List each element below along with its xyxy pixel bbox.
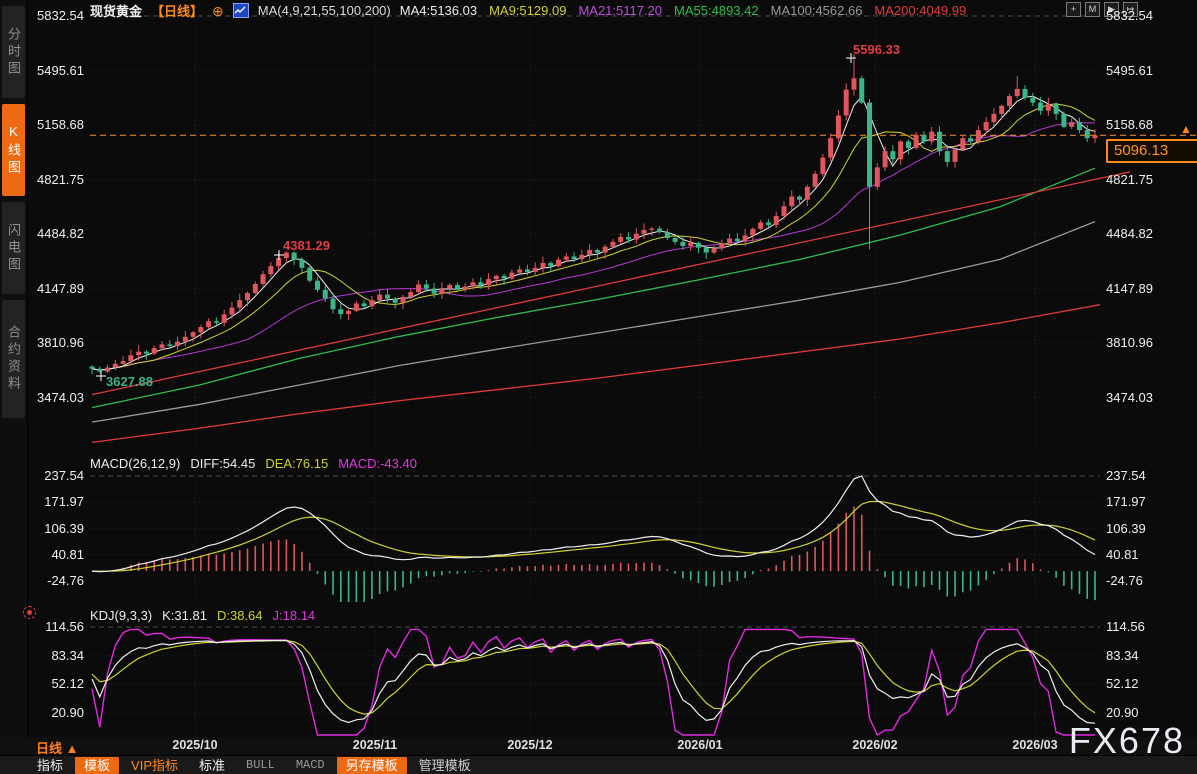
kdj-k-value: K:31.81 (162, 608, 207, 623)
axis-label: 171.97 (44, 494, 84, 510)
axis-label: 237.54 (1106, 468, 1146, 483)
axis-label: 5158.68 (37, 117, 84, 133)
left-sidebar: 分时图 K线图闪电图合约资料 (0, 0, 28, 774)
ma-value: MA55:4893.42 (674, 3, 759, 18)
axis-label: 40.81 (51, 546, 84, 562)
period-tag: 【日线】 (151, 4, 204, 19)
axis-label: 114.56 (1106, 619, 1145, 634)
macd-dea-value: DEA:76.15 (265, 456, 329, 471)
sidebar-item-3[interactable]: 闪电图 (2, 202, 25, 294)
kdj-panel-header: KDJ(9,3,3) K:31.81 D:38.64 J:18.14 (90, 608, 315, 623)
axis-label: 5495.61 (1106, 62, 1153, 78)
extreme-price-label: 4381.29 (283, 238, 330, 253)
macd-diff-value: DIFF:54.45 (190, 456, 256, 471)
axis-label: 106.39 (1106, 520, 1146, 536)
ma-values: MA4:5136.03 MA9:5129.09 MA21:5117.20 MA55:4… (400, 3, 966, 18)
symbol-title: 现货黄金 (90, 4, 143, 19)
macd-title: MACD(26,12,9) (90, 456, 181, 471)
ma-value: MA100:4562.66 (770, 3, 863, 18)
window-tool-icons: + M ▶ ↦ (1066, 2, 1138, 17)
axis-label: 5158.68 (1106, 117, 1153, 133)
axis-label: 3810.96 (37, 335, 84, 351)
axis-label: 106.39 (44, 520, 84, 536)
month-label: 2026/03 (1012, 738, 1058, 752)
chart-header: 现货黄金 【日线】 ⊕ MA(4,9,21,55,100,200) MA4:51… (90, 1, 966, 20)
toolbar-item-8[interactable]: 管理模板 (418, 757, 471, 773)
axis-label: 3474.03 (37, 390, 84, 405)
axis-label: 20.90 (51, 705, 84, 721)
time-axis[interactable]: 日线 ▲ 2025/10 2025/11 2025/12 2026/01 2026/02… (0, 737, 1197, 756)
axis-label: 3474.03 (1106, 390, 1153, 405)
compare-add-icon[interactable]: ⊕ (212, 2, 224, 19)
detach-panel-icon[interactable]: ↦ (1123, 2, 1138, 17)
axis-label: 5832.54 (1106, 8, 1153, 23)
axis-label: 4821.75 (1106, 171, 1153, 187)
axis-label: 83.34 (1106, 647, 1139, 663)
toolbar-item-4[interactable]: 标准 (199, 757, 226, 773)
ma-value: MA21:5117.20 (578, 3, 663, 18)
extreme-price-label: 3627.88 (106, 374, 153, 389)
axis-label: 4484.82 (37, 226, 84, 242)
axis-label: 3810.96 (1106, 335, 1153, 351)
pan-icon[interactable]: + (1066, 2, 1081, 17)
toolbar-item-7[interactable]: 另存模板 (336, 756, 407, 774)
sidebar-item-1[interactable]: 分时图 (2, 6, 25, 98)
axis-label: 5832.54 (37, 8, 84, 23)
mini-chart-icon[interactable] (232, 3, 249, 18)
axis-label: 83.34 (51, 647, 84, 663)
macd-panel-header: MACD(26,12,9) DIFF:54.45 DEA:76.15 MACD:… (90, 456, 417, 471)
period-selector[interactable]: 日线 ▲ (36, 741, 79, 756)
axis-label: 4147.89 (37, 280, 84, 296)
toolbar-item-6[interactable]: MACD (295, 757, 325, 772)
bottom-toolbar: 指标 模板 VIP指标 标准 BULL MACD 另存模板 管理模板 (0, 755, 1197, 774)
month-label: 2025/11 (352, 738, 398, 752)
price-marker-arrow-icon: ▲ (1180, 122, 1192, 136)
ma-group-label: MA(4,9,21,55,100,200) (257, 3, 391, 18)
axis-label: 114.56 (45, 619, 84, 634)
toolbar-item-2[interactable]: 模板 (75, 756, 120, 774)
playback-icon[interactable]: ▶ (1104, 2, 1119, 17)
kdj-record-icon[interactable] (23, 606, 36, 619)
ma-value: MA200:4049.99 (874, 3, 967, 18)
axis-label: 52.12 (51, 676, 84, 692)
axis-scale-icon[interactable]: M (1085, 2, 1100, 17)
axis-label: -24.76 (47, 573, 84, 588)
axis-label: 5495.61 (37, 62, 84, 78)
month-label: 2025/12 (507, 738, 553, 752)
axis-label: 52.12 (1106, 676, 1139, 692)
kdj-title: KDJ(9,3,3) (90, 608, 153, 623)
kdj-j-value: J:18.14 (272, 608, 316, 623)
axis-label: 4821.75 (37, 171, 84, 187)
kdj-d-value: D:38.64 (216, 608, 263, 623)
sidebar-item-4[interactable]: 合约资料 (2, 300, 25, 418)
month-label: 2026/02 (852, 738, 898, 752)
axis-label: 20.90 (1106, 705, 1139, 721)
axis-label: 4147.89 (1106, 280, 1153, 296)
ma-value: MA4:5136.03 (399, 3, 478, 18)
extreme-price-label: 5596.33 (853, 42, 900, 57)
macd-hist-value: MACD:-43.40 (338, 456, 417, 471)
axis-label: 237.54 (44, 468, 84, 483)
month-label: 2026/01 (677, 738, 723, 752)
sidebar-item-2[interactable]: K线图 (2, 104, 25, 196)
fx678-watermark: FX678 (1068, 720, 1185, 761)
toolbar-item-1[interactable]: 指标 (37, 757, 64, 773)
axis-label: 171.97 (1106, 494, 1146, 510)
toolbar-item-3[interactable]: VIP指标 (131, 757, 178, 773)
month-label: 2025/10 (172, 738, 218, 752)
last-price-tag: 5096.13 (1106, 139, 1197, 163)
toolbar-item-5[interactable]: BULL (246, 757, 275, 772)
axis-label: 40.81 (1106, 546, 1139, 562)
axis-label: -24.76 (1106, 573, 1143, 588)
ma-value: MA9:5129.09 (489, 3, 567, 18)
axis-label: 4484.82 (1106, 226, 1153, 242)
